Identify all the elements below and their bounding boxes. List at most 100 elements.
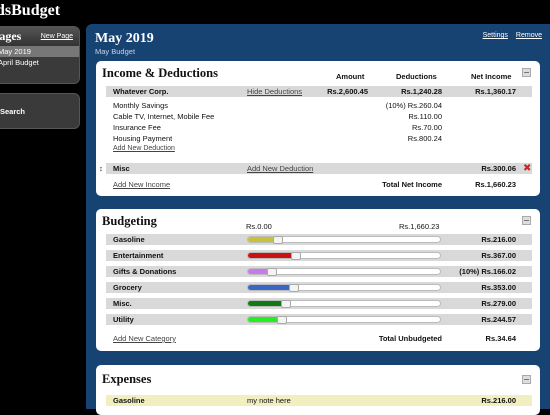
misc-income-row: ↕ Misc Add New Deduction Rs.300.06 ✖ — [99, 163, 532, 174]
scale-max: Rs.1,660.23 — [399, 222, 440, 231]
total-unbudgeted-value: Rs.34.64 — [485, 334, 516, 343]
budget-category-name: Gasoline — [113, 235, 145, 244]
scale-min: Rs.0.00 — [246, 222, 272, 231]
deduction-name: Cable TV, Internet, Mobile Fee — [113, 112, 215, 121]
pages-header: Pages New Page — [0, 27, 79, 46]
app-title: dsBudget — [0, 2, 61, 19]
budget-slider[interactable] — [247, 268, 441, 276]
budget-category-name: Utility — [113, 315, 134, 324]
budget-bar-fill — [248, 237, 273, 242]
budgeting-panel: Budgeting Rs.0.00 Rs.1,660.23 Gasoline Rs… — [96, 209, 540, 351]
hide-deductions-link[interactable]: Hide Deductions — [247, 87, 303, 96]
collapse-icon[interactable] — [522, 216, 531, 225]
budget-category-value: Rs.279.00 — [481, 299, 516, 308]
budget-category-name: Misc. — [113, 299, 132, 308]
page-title: May 2019 — [95, 31, 154, 46]
deduction-value: Rs.110.00 — [408, 112, 442, 121]
slider-handle[interactable] — [267, 268, 277, 276]
total-unbudgeted-label: Total Unbudgeted — [378, 334, 442, 343]
deduction-value: (10%) Rs.260.04 — [385, 101, 442, 110]
col-deductions: Deductions — [396, 72, 437, 81]
budget-category-value: Rs.216.00 — [481, 235, 516, 244]
budget-category-row[interactable]: Utility Rs.244.57 — [106, 314, 532, 325]
slider-handle[interactable] — [281, 300, 291, 308]
slider-handle[interactable] — [277, 316, 287, 324]
drag-handle-icon[interactable]: ↕ — [99, 164, 103, 173]
income-title: Income & Deductions — [102, 66, 218, 80]
misc-add-deduction-link[interactable]: Add New Deduction — [247, 164, 314, 173]
page-subtitle: May Budget — [95, 47, 136, 56]
misc-name: Misc — [113, 164, 130, 173]
budget-category-row[interactable]: Grocery Rs.353.00 — [106, 282, 532, 293]
income-deductions: Rs.1,240.28 — [401, 87, 442, 96]
slider-handle[interactable] — [273, 236, 283, 244]
slider-handle[interactable] — [291, 252, 301, 260]
income-source-name: Whatever Corp. — [113, 87, 169, 96]
budget-category-name: Grocery — [113, 283, 142, 292]
budget-category-value: Rs.244.57 — [481, 315, 516, 324]
deduction-name: Housing Payment — [113, 134, 173, 143]
deduction-row[interactable]: Monthly Savings (10%) Rs.260.04 — [106, 100, 532, 111]
col-amount: Amount — [336, 72, 365, 81]
page-item-april-budget[interactable]: April Budget — [0, 58, 39, 67]
main-area: May 2019 May Budget Settings Remove Inco… — [86, 24, 550, 415]
expense-category: Gasoline — [113, 396, 145, 405]
income-panel: Income & Deductions Amount Deductions Ne… — [96, 61, 540, 196]
expense-value: Rs.216.00 — [481, 396, 516, 405]
collapse-icon[interactable] — [522, 375, 531, 384]
deduction-value: Rs.70.00 — [411, 123, 442, 132]
budget-slider[interactable] — [247, 252, 441, 260]
misc-net: Rs.300.06 — [481, 164, 516, 173]
budget-category-value: Rs.353.00 — [481, 283, 516, 292]
deduction-name: Monthly Savings — [113, 101, 169, 110]
expense-row[interactable]: Gasoline my note here Rs.216.00 — [106, 395, 532, 406]
income-source-row: Whatever Corp. Hide Deductions Rs.2,600.… — [106, 86, 532, 97]
settings-link[interactable]: Settings — [482, 32, 508, 39]
total-net-income-value: Rs.1,660.23 — [475, 180, 516, 189]
new-page-link[interactable]: New Page — [40, 33, 73, 40]
collapse-icon[interactable] — [522, 68, 531, 77]
budget-slider[interactable] — [247, 236, 441, 244]
budget-bar-fill — [248, 301, 281, 306]
budget-category-row[interactable]: Misc. Rs.279.00 — [106, 298, 532, 309]
budget-bar-fill — [248, 269, 267, 274]
page-item-may-2019[interactable]: May 2019 — [0, 46, 79, 57]
budget-category-row[interactable]: Gasoline Rs.216.00 — [106, 234, 532, 245]
deduction-row[interactable]: Cable TV, Internet, Mobile Fee Rs.110.00 — [106, 111, 532, 122]
budget-category-row[interactable]: Gifts & Donations (10%) Rs.166.02 — [106, 266, 532, 277]
total-net-income-label: Total Net Income — [382, 180, 442, 189]
remove-link[interactable]: Remove — [515, 32, 542, 39]
pages-panel: Pages New Page May 2019 April Budget — [0, 26, 80, 84]
budgeting-title: Budgeting — [102, 214, 157, 228]
add-income-link[interactable]: Add New Income — [113, 180, 171, 189]
income-net: Rs.1,360.17 — [475, 87, 516, 96]
budget-category-value: Rs.367.00 — [481, 251, 516, 260]
budget-category-value: (10%) Rs.166.02 — [459, 267, 516, 276]
budget-slider[interactable] — [247, 300, 441, 308]
col-net-income: Net Income — [471, 72, 512, 81]
budget-slider[interactable] — [247, 316, 441, 324]
pages-title: Pages — [0, 29, 22, 43]
deduction-row[interactable]: Housing Payment Rs.800.24 — [106, 133, 532, 144]
budget-total-row: Add New Category Total Unbudgeted Rs.34.… — [106, 333, 532, 344]
search-label: Search — [0, 107, 26, 116]
expenses-panel: Expenses Gasoline my note here Rs.216.00 — [96, 365, 540, 415]
budget-category-name: Entertainment — [113, 251, 164, 260]
add-deduction-link[interactable]: Add New Deduction — [113, 145, 175, 152]
delete-icon[interactable]: ✖ — [523, 163, 532, 174]
search-panel[interactable]: Search — [0, 93, 80, 129]
income-amount: Rs.2,600.45 — [327, 87, 368, 96]
budget-category-row[interactable]: Entertainment Rs.367.00 — [106, 250, 532, 261]
budget-bar-fill — [248, 285, 289, 290]
expense-note: my note here — [247, 396, 291, 405]
expenses-title: Expenses — [102, 372, 152, 386]
deduction-value: Rs.800.24 — [407, 134, 442, 143]
deduction-row[interactable]: Insurance Fee Rs.70.00 — [106, 122, 532, 133]
slider-handle[interactable] — [289, 284, 299, 292]
add-category-link[interactable]: Add New Category — [113, 334, 176, 343]
budget-category-name: Gifts & Donations — [113, 267, 177, 276]
budget-bar-fill — [248, 317, 277, 322]
deduction-name: Insurance Fee — [113, 123, 161, 132]
budget-slider[interactable] — [247, 284, 441, 292]
income-total-row: Add New Income Total Net Income Rs.1,660… — [106, 179, 532, 190]
